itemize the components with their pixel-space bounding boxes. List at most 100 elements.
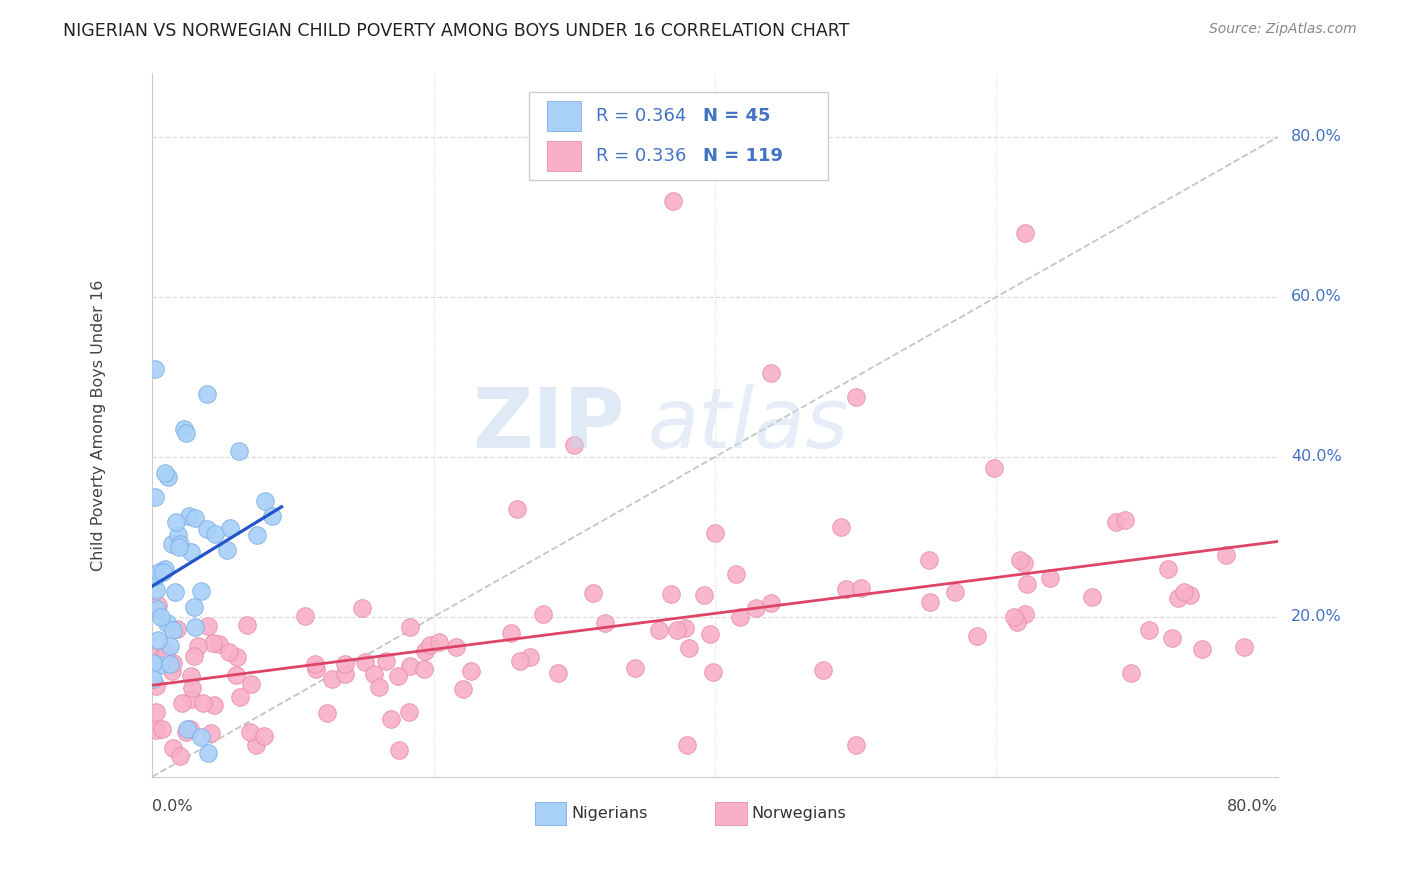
Point xyxy=(662,194,685,208)
Point xyxy=(811,664,834,678)
Point xyxy=(145,582,167,597)
Point xyxy=(761,596,783,610)
Point xyxy=(321,672,343,686)
Text: 80.0%: 80.0% xyxy=(1227,799,1278,814)
Point xyxy=(150,722,173,736)
Bar xyxy=(716,802,747,824)
Text: Child Poverty Among Boys Under 16: Child Poverty Among Boys Under 16 xyxy=(90,279,105,571)
Point xyxy=(830,520,852,534)
Point xyxy=(1191,642,1213,657)
Point xyxy=(666,623,689,637)
Point xyxy=(1039,571,1062,585)
Point xyxy=(174,725,197,739)
Point xyxy=(200,725,222,739)
Point xyxy=(180,545,202,559)
Point xyxy=(305,662,328,676)
Point xyxy=(173,422,195,436)
Point xyxy=(142,673,165,687)
Point xyxy=(509,654,531,668)
Point xyxy=(1215,548,1237,562)
Point xyxy=(183,510,205,524)
Point xyxy=(1157,562,1180,576)
Point xyxy=(427,635,450,649)
Point xyxy=(152,648,174,663)
Point xyxy=(745,600,768,615)
Point xyxy=(943,584,966,599)
Point xyxy=(368,680,391,694)
Point xyxy=(499,626,522,640)
Point xyxy=(162,656,184,670)
Point xyxy=(190,584,212,599)
Point xyxy=(167,541,190,555)
Point xyxy=(184,619,207,633)
Point xyxy=(547,665,569,680)
Text: R = 0.364: R = 0.364 xyxy=(596,107,686,125)
Point xyxy=(180,669,202,683)
Point xyxy=(179,509,201,524)
Point xyxy=(225,649,247,664)
Point xyxy=(169,537,191,551)
Point xyxy=(218,521,240,535)
Bar xyxy=(534,802,567,824)
Bar xyxy=(547,101,581,131)
Point xyxy=(236,617,259,632)
Text: 60.0%: 60.0% xyxy=(1291,289,1343,304)
Point xyxy=(851,581,873,595)
Point xyxy=(179,722,201,736)
Point xyxy=(1121,665,1143,680)
Point xyxy=(150,610,173,624)
Point xyxy=(215,542,238,557)
Text: Nigerians: Nigerians xyxy=(571,805,647,821)
Point xyxy=(145,723,167,738)
Text: ZIP: ZIP xyxy=(472,384,624,466)
Bar xyxy=(547,141,581,170)
Point xyxy=(145,601,167,615)
Point xyxy=(149,658,172,673)
Point xyxy=(673,621,696,635)
Point xyxy=(253,729,276,743)
Point xyxy=(761,366,783,380)
Point xyxy=(375,654,398,668)
Point xyxy=(166,623,188,637)
Text: N = 45: N = 45 xyxy=(703,107,770,125)
Point xyxy=(162,624,184,638)
Point xyxy=(204,526,226,541)
Point xyxy=(519,649,541,664)
Point xyxy=(1008,552,1031,566)
Point xyxy=(1114,513,1136,527)
Point xyxy=(1014,226,1036,240)
Point xyxy=(1233,640,1256,654)
Text: atlas: atlas xyxy=(647,384,849,466)
Point xyxy=(460,664,482,678)
Point xyxy=(1105,515,1128,529)
Point xyxy=(704,525,727,540)
Point xyxy=(197,619,219,633)
Point xyxy=(148,566,170,580)
Point xyxy=(1002,610,1025,624)
Point xyxy=(159,657,181,672)
Point xyxy=(966,629,988,643)
Point xyxy=(165,515,187,529)
Point xyxy=(294,609,316,624)
Point xyxy=(153,562,176,576)
Point xyxy=(1014,607,1036,622)
Point xyxy=(1005,615,1028,629)
Point xyxy=(197,746,219,760)
Point xyxy=(170,696,193,710)
Text: NIGERIAN VS NORWEGIAN CHILD POVERTY AMONG BOYS UNDER 16 CORRELATION CHART: NIGERIAN VS NORWEGIAN CHILD POVERTY AMON… xyxy=(63,22,849,40)
Point xyxy=(678,641,700,656)
Point xyxy=(176,722,198,736)
Text: Source: ZipAtlas.com: Source: ZipAtlas.com xyxy=(1209,22,1357,37)
Point xyxy=(354,655,377,669)
Point xyxy=(169,748,191,763)
Point xyxy=(1014,556,1036,570)
Point xyxy=(1081,591,1104,605)
Point xyxy=(399,658,422,673)
Point xyxy=(835,582,858,597)
Point xyxy=(699,627,721,641)
Point xyxy=(145,705,167,719)
Point xyxy=(145,569,167,583)
Point xyxy=(153,466,176,480)
Text: 0.0%: 0.0% xyxy=(152,799,193,814)
Point xyxy=(845,738,868,752)
